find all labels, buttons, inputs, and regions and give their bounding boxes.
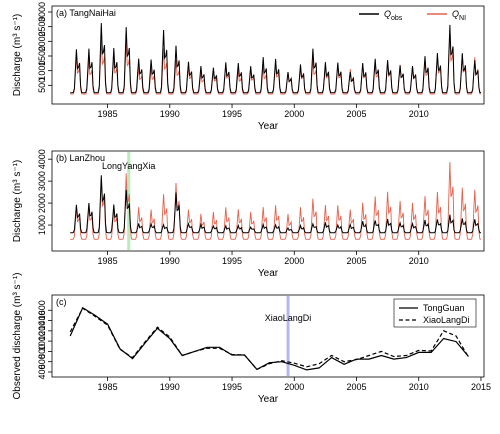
- panel-c-panel-label: (c): [56, 297, 67, 307]
- panel-a-ytick-label: 2000: [37, 31, 47, 51]
- panel-a-ytick-label: 1000: [37, 61, 47, 81]
- panel-a-ytick-label: 2500: [37, 17, 47, 37]
- panel-b-ylabel: Discharge (m³ s⁻¹): [12, 160, 23, 243]
- panel-b-xlabel: Year: [258, 268, 279, 279]
- panel-c: 1985 1990 1995 2000 2005 2010 2015 400600800100…: [12, 273, 491, 405]
- panel-a-ytick-label: 1500: [37, 46, 47, 66]
- panel-b-panel-label: (b) LanZhou: [56, 153, 105, 163]
- panel-b-annotation-label: LongYangXia: [102, 161, 155, 171]
- panel-c-ytick-label: 1400: [37, 311, 47, 331]
- panel-b-xtick-label: 2005: [346, 256, 366, 266]
- panel-c-ytick-label: 400: [37, 364, 47, 379]
- panel-c-ytick-label: 800: [37, 344, 47, 359]
- panel-b-xtick-label: 1990: [160, 256, 180, 266]
- panel-b-ytick-label: 4000: [37, 149, 47, 169]
- panel-c-xtick-label: 1985: [98, 382, 118, 392]
- panel-c-annotation-label: XiaoLangDi: [265, 313, 312, 323]
- panel-c-xtick-label: 1990: [160, 382, 180, 392]
- panel-c-xtick-label: 2000: [284, 382, 304, 392]
- panel-c-series-line: [69, 307, 470, 371]
- panel-c-xtick-label: 2015: [471, 382, 491, 392]
- panel-a-legend-label: QNI: [452, 9, 466, 22]
- panel-c-ytick-label: 1000: [37, 331, 47, 351]
- panel-c-xtick-label: 1995: [222, 382, 242, 392]
- panel-b-ytick-label: 1000: [37, 215, 47, 235]
- panel-a-frame: [51, 5, 485, 105]
- panel-b-xtick-label: 1985: [98, 256, 118, 266]
- panel-a-xlabel: Year: [258, 121, 279, 132]
- panel-a-xtick-label: 2005: [346, 109, 366, 119]
- panel-a-ylabel: Discharge (m³ s⁻¹): [12, 14, 23, 97]
- panel-b-ytick-label: 2000: [37, 193, 47, 213]
- panel-b-ytick-label: 3000: [37, 171, 47, 191]
- panel-a-xtick-label: 1995: [222, 109, 242, 119]
- panel-a-series-line: [70, 22, 482, 94]
- panel-c-legend-box: [393, 298, 477, 328]
- panel-b-series-line: [70, 162, 482, 240]
- panel-c-series-line: [69, 306, 469, 371]
- panel-b-series-line: [70, 175, 482, 234]
- panel-c-ylabel: Observed discharge (m³ s⁻¹): [12, 273, 23, 400]
- panel-c-xlabel: Year: [258, 394, 279, 405]
- panel-c-ytick-label: 1200: [37, 321, 47, 341]
- panel-c-annotation-band: [286, 296, 290, 376]
- panel-a-xtick-label: 2010: [409, 109, 429, 119]
- panel-b-xtick-label: 2010: [409, 256, 429, 266]
- panel-a-panel-label: (a) TangNaiHai: [56, 8, 116, 18]
- panel-b-xtick-label: 2000: [284, 256, 304, 266]
- panel-a-ytick-label: 3000: [37, 2, 47, 22]
- panel-a-xtick-label: 1990: [160, 109, 180, 119]
- panel-c-legend-label: TongGuan: [423, 303, 465, 313]
- panel-b-xtick-label: 1995: [222, 256, 242, 266]
- panel-c-xtick-label: 2010: [409, 382, 429, 392]
- panel-c-frame: [51, 294, 485, 378]
- panel-a-legend-label: Qobs: [384, 9, 403, 22]
- panel-c-ytick-label: 600: [37, 354, 47, 369]
- panel-a-xtick-label: 2000: [284, 109, 304, 119]
- panel-c-xtick-label: 2005: [346, 382, 366, 392]
- panel-b-frame: [51, 150, 485, 252]
- panel-a: 1985 1990 1995 2000 2005 20105001000150020002…: [12, 2, 485, 132]
- panel-a-xtick-label: 1985: [98, 109, 118, 119]
- panel-c-ytick-label: 1600: [37, 300, 47, 320]
- panel-a-ytick-label: 500: [37, 78, 47, 93]
- panel-b: 1985 1990 1995 2000 2005 2010 1000 2000 3000 4000…: [12, 149, 485, 279]
- panel-c-legend-label: XiaoLangDi: [423, 315, 470, 325]
